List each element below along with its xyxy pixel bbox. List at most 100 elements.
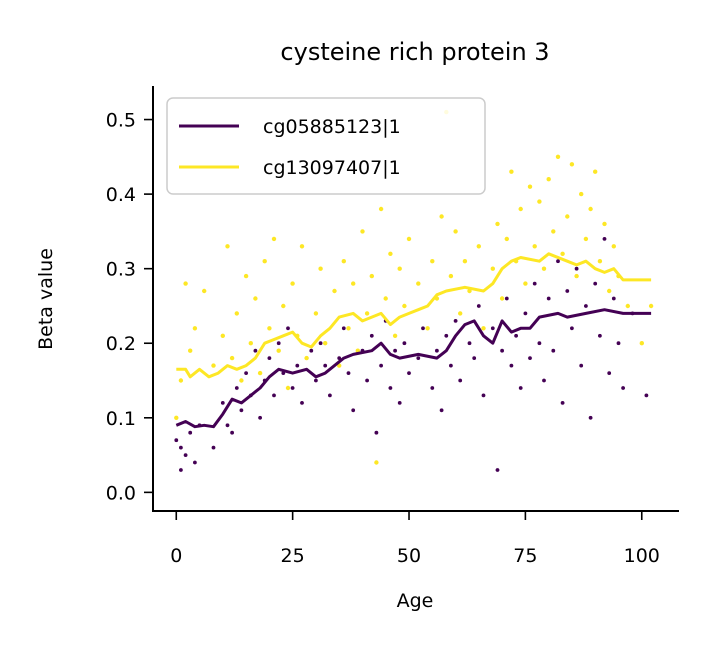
data-point-series-0 — [601, 236, 607, 242]
data-point-series-1 — [583, 236, 589, 242]
data-point-series-0 — [429, 385, 435, 391]
data-point-series-0 — [480, 392, 486, 398]
data-point-series-1 — [574, 273, 579, 279]
data-point-series-1 — [495, 221, 500, 227]
x-axis-label: Age — [397, 590, 434, 612]
trend-lines-layer — [175, 252, 652, 429]
data-point-series-0 — [290, 385, 296, 391]
data-point-series-0 — [466, 340, 472, 346]
data-point-series-1 — [313, 311, 319, 316]
data-point-series-0 — [453, 318, 459, 324]
data-point-series-1 — [588, 206, 593, 212]
data-point-series-1 — [569, 162, 575, 167]
data-point-series-0 — [513, 333, 519, 339]
data-point-series-0 — [369, 333, 375, 339]
data-point-series-1 — [518, 206, 523, 212]
data-point-series-1 — [178, 378, 184, 383]
data-point-series-0 — [299, 400, 305, 406]
data-point-series-0 — [276, 340, 282, 346]
trend-line-series-1 — [176, 252, 652, 379]
data-point-series-1 — [290, 281, 295, 286]
legend-box — [166, 97, 486, 195]
data-point-series-1 — [364, 311, 370, 316]
x-tick-label: 25 — [281, 545, 305, 567]
data-point-series-0 — [443, 333, 449, 339]
data-point-series-1 — [416, 281, 421, 286]
data-point-series-0 — [643, 392, 649, 398]
data-point-series-1 — [211, 363, 216, 368]
data-point-series-0 — [439, 407, 445, 413]
y-ticks: 0.0 0.1 0.2 0.3 0.4 0.5 — [106, 110, 153, 504]
data-point-series-1 — [202, 288, 207, 294]
y-tick-label: 0.0 — [106, 482, 136, 504]
data-point-series-0 — [490, 325, 496, 331]
data-point-series-1 — [402, 303, 407, 309]
data-point-series-1 — [509, 169, 514, 174]
data-point-series-1 — [374, 460, 379, 465]
data-point-series-0 — [243, 370, 249, 376]
data-point-series-0 — [211, 445, 217, 451]
data-point-series-0 — [229, 430, 235, 436]
chart-title: cysteine rich protein 3 — [280, 38, 549, 66]
data-point-series-0 — [173, 437, 179, 443]
y-tick-label: 0.5 — [106, 110, 136, 132]
data-point-series-0 — [187, 430, 193, 436]
data-point-series-0 — [183, 452, 189, 458]
data-point-series-1 — [239, 378, 244, 383]
data-point-series-1 — [323, 341, 328, 346]
data-point-series-1 — [430, 259, 435, 264]
data-point-series-1 — [299, 244, 305, 249]
y-tick-label: 0.2 — [106, 333, 136, 355]
data-point-series-1 — [332, 288, 337, 294]
data-point-series-1 — [397, 266, 402, 271]
y-tick-label: 0.3 — [106, 259, 136, 281]
data-point-series-1 — [378, 206, 384, 212]
data-point-series-1 — [523, 281, 528, 286]
data-point-series-0 — [266, 355, 272, 361]
data-point-series-0 — [583, 303, 589, 309]
data-point-series-1 — [406, 236, 412, 242]
data-point-series-1 — [281, 303, 286, 309]
y-tick-label: 0.1 — [106, 408, 136, 430]
data-point-series-0 — [238, 407, 244, 413]
data-point-series-1 — [262, 259, 267, 264]
data-point-series-0 — [406, 370, 412, 376]
data-point-series-0 — [341, 325, 347, 331]
data-point-series-1 — [476, 244, 481, 249]
data-point-series-0 — [271, 392, 277, 398]
data-point-series-0 — [327, 392, 333, 398]
x-ticks: 0 25 50 75 100 — [170, 511, 660, 567]
data-point-series-0 — [373, 430, 379, 436]
data-point-series-1 — [462, 259, 468, 264]
data-point-series-0 — [225, 422, 231, 428]
data-point-series-1 — [253, 296, 258, 301]
data-point-series-1 — [346, 326, 351, 331]
data-point-series-1 — [453, 229, 458, 234]
y-axis-label: Beta value — [35, 248, 57, 350]
legend: cg05885123|1 cg13097407|1 — [166, 97, 486, 195]
data-point-series-0 — [550, 348, 556, 354]
data-point-series-1 — [499, 296, 505, 301]
legend-label-series-1: cg13097407|1 — [263, 157, 401, 179]
data-point-series-0 — [220, 400, 226, 406]
data-point-series-1 — [276, 348, 281, 353]
data-point-series-0 — [504, 295, 510, 301]
data-point-series-0 — [536, 340, 542, 346]
data-point-series-0 — [192, 459, 198, 465]
data-point-series-0 — [615, 340, 621, 346]
data-point-series-1 — [243, 273, 249, 279]
data-point-series-1 — [285, 385, 291, 391]
data-point-series-0 — [457, 377, 463, 383]
data-point-series-0 — [611, 295, 617, 301]
data-point-series-1 — [593, 169, 598, 174]
data-point-series-0 — [588, 415, 594, 421]
data-point-series-0 — [606, 370, 612, 376]
data-point-series-1 — [537, 199, 542, 204]
data-point-series-1 — [267, 326, 272, 331]
data-point-series-1 — [546, 177, 551, 182]
data-point-series-1 — [541, 266, 547, 271]
data-point-series-0 — [378, 363, 384, 369]
data-point-series-1 — [611, 244, 616, 249]
data-point-series-0 — [541, 377, 547, 383]
